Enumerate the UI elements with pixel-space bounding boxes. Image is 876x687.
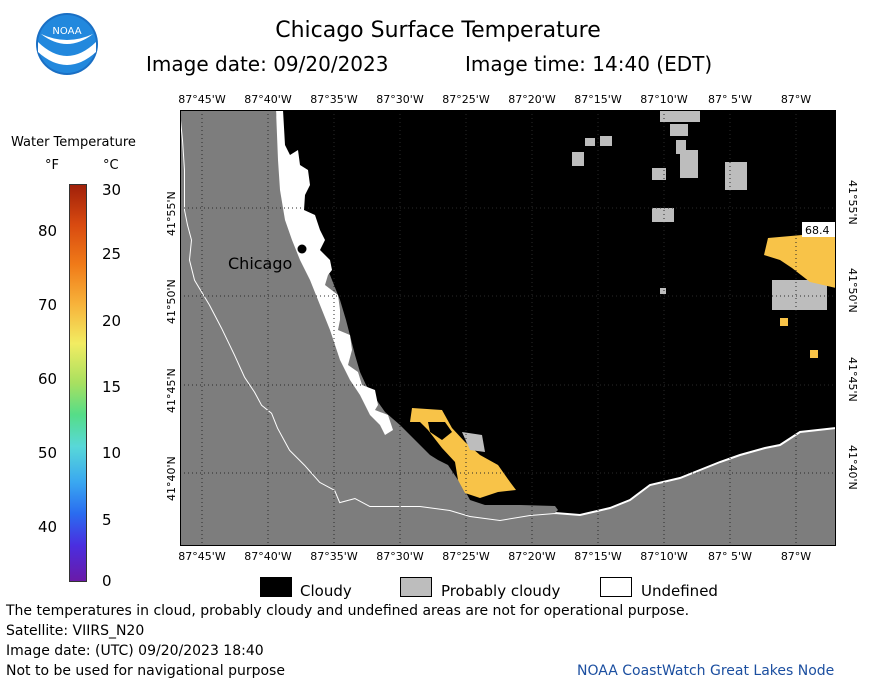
buoy-value: 68.4 (805, 224, 830, 237)
probably-cloudy-in-warm-water (462, 432, 485, 452)
fahrenheit-tick: 50 (38, 444, 58, 462)
utc-date: Image date: (UTC) 09/20/2023 18:40 (6, 643, 264, 659)
lon-label: 87°20'W (508, 93, 556, 106)
lon-label: 87°30'W (376, 550, 424, 563)
lat-label-right: 41°55'N (846, 180, 859, 225)
undefined-swatch (600, 577, 632, 597)
image-time: Image time: 14:40 (EDT) (465, 52, 713, 76)
temperature-map: Chicago 68.4 (180, 110, 836, 546)
lon-label: 87°15'W (574, 93, 622, 106)
fahrenheit-tick: 80 (38, 222, 58, 240)
lat-label-right: 41°50'N (846, 268, 859, 313)
lon-label: 87°40'W (244, 93, 292, 106)
lon-label: 87°20'W (508, 550, 556, 563)
lat-label-right: 41°45'N (846, 357, 859, 402)
buoy-label-box (802, 222, 836, 237)
lon-label: 87°35'W (310, 93, 358, 106)
page-title: Chicago Surface Temperature (275, 18, 601, 43)
fahrenheit-tick: 60 (38, 370, 58, 388)
celsius-tick: 10 (102, 444, 122, 462)
lat-label-left: 41°45'N (165, 368, 178, 413)
logo-text: NOAA (52, 26, 81, 37)
image-date: Image date: 09/20/2023 (146, 52, 389, 76)
celsius-tick: 25 (102, 245, 122, 263)
undefined-label: Undefined (641, 582, 718, 600)
lon-label: 87° 5'W (708, 93, 752, 106)
lon-label: 87°W (780, 550, 812, 563)
lon-label: 87°30'W (376, 93, 424, 106)
legend-title: Water Temperature (11, 135, 136, 150)
celsius-tick: 20 (102, 312, 122, 330)
probably-cloudy-swatch (400, 577, 432, 597)
map-border (180, 110, 836, 546)
cloud-in-warm-water (428, 422, 452, 440)
lon-label: 87°40'W (244, 550, 292, 563)
celsius-tick: 15 (102, 378, 122, 396)
nav-warning: Not to be used for navigational purpose (6, 663, 285, 679)
lon-label: 87° 5'W (708, 550, 752, 563)
unit-fahrenheit: °F (45, 158, 59, 173)
fahrenheit-tick: 70 (38, 296, 58, 314)
probably-cloudy-patches (572, 110, 827, 310)
celsius-tick: 30 (102, 181, 122, 199)
lat-label-left: 41°40'N (165, 456, 178, 501)
lon-label: 87°25'W (442, 550, 490, 563)
lat-label-left: 41°55'N (165, 191, 178, 236)
credit-link[interactable]: NOAA CoastWatch Great Lakes Node (577, 663, 835, 679)
lon-label: 87°10'W (640, 93, 688, 106)
unit-celsius: °C (103, 158, 119, 173)
fahrenheit-tick: 40 (38, 518, 58, 536)
lat-label-left: 41°50'N (165, 279, 178, 324)
lon-label: 87°25'W (442, 93, 490, 106)
city-label: Chicago (228, 254, 292, 273)
lon-label: 87°10'W (640, 550, 688, 563)
lat-label-right: 41°40'N (846, 445, 859, 490)
shore-land (180, 110, 558, 520)
lon-label: 87°45'W (178, 550, 226, 563)
chicago-marker (297, 244, 307, 254)
undefined-area (276, 110, 393, 435)
cloudy-label: Cloudy (300, 582, 352, 600)
cloudy-swatch (260, 577, 292, 597)
lon-label: 87°35'W (310, 550, 358, 563)
lon-label: 87°45'W (178, 93, 226, 106)
satellite-info: Satellite: VIIRS_N20 (6, 623, 145, 639)
disclaimer-note: The temperatures in cloud, probably clou… (6, 603, 690, 619)
color-scale-bar (69, 184, 87, 582)
graticule (180, 110, 836, 546)
celsius-tick: 0 (102, 572, 112, 590)
lon-label: 87°W (780, 93, 812, 106)
celsius-tick: 5 (102, 511, 112, 529)
noaa-logo: NOAA (36, 13, 98, 75)
probably-cloudy-label: Probably cloudy (441, 582, 561, 600)
lon-label: 87°15'W (574, 550, 622, 563)
